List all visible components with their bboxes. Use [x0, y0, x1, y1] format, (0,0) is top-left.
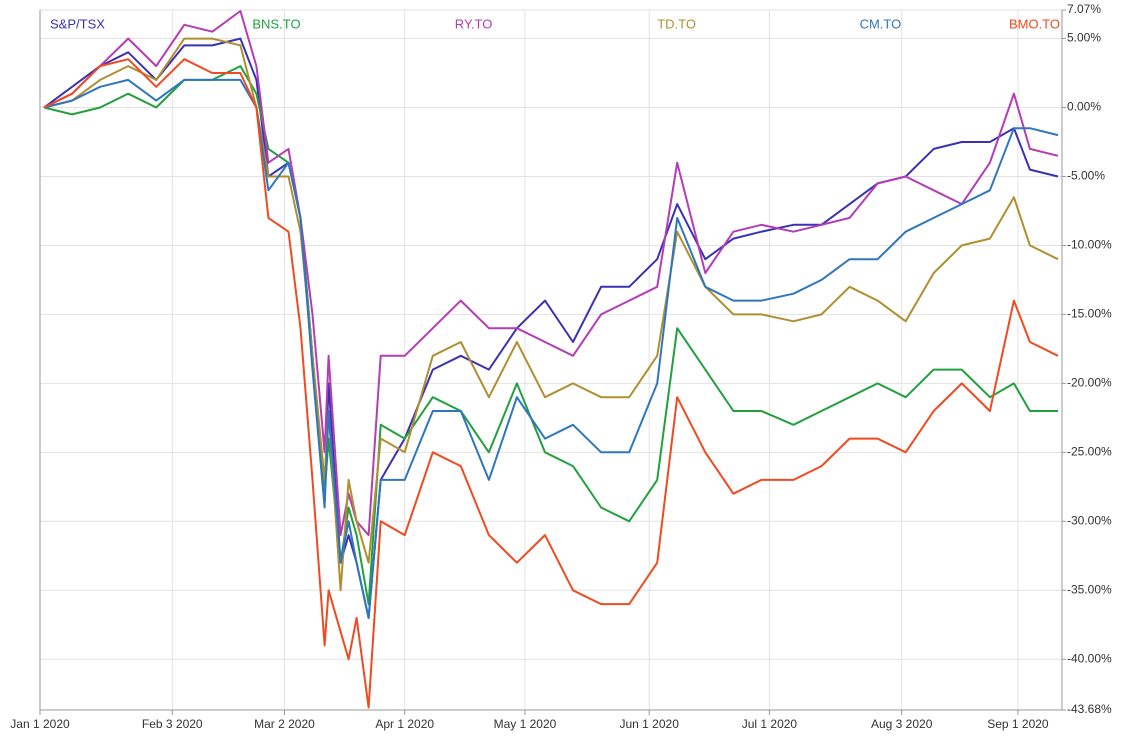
y-tick-label: -40.00%	[1067, 651, 1112, 665]
series-line	[43, 37, 1059, 592]
x-tick-label: Apr 1 2020	[375, 717, 434, 731]
y-tick-label: -15.00%	[1067, 307, 1112, 321]
y-tick-label: -10.00%	[1067, 238, 1112, 252]
x-tick-label: Jul 1 2020	[742, 717, 798, 731]
series-line	[43, 78, 1059, 619]
y-tick-label: -35.00%	[1067, 582, 1112, 596]
x-tick-label: May 1 2020	[494, 717, 557, 731]
legend-label: RY.TO	[455, 16, 493, 31]
series-line	[43, 37, 1059, 619]
legend-label: BNS.TO	[252, 16, 300, 31]
y-tick-label: -43.68%	[1067, 702, 1112, 716]
x-tick-label: Feb 3 2020	[142, 717, 203, 731]
plot-area	[40, 10, 1062, 710]
legend-label: TD.TO	[657, 16, 696, 31]
legend-label: BMO.TO	[1009, 16, 1060, 31]
x-tick-label: Sep 1 2020	[987, 717, 1049, 731]
y-tick-label: -25.00%	[1067, 445, 1112, 459]
y-tick-label: 0.00%	[1067, 100, 1101, 114]
y-tick-label: -30.00%	[1067, 513, 1112, 527]
y-tick-label: -20.00%	[1067, 376, 1112, 390]
y-tick-label: 5.00%	[1067, 31, 1101, 45]
legend-label: CM.TO	[860, 16, 902, 31]
series-line	[43, 10, 1059, 537]
legend-label: S&P/TSX	[50, 16, 105, 31]
y-tick-label: -5.00%	[1067, 169, 1105, 183]
y-tick-label: 7.07%	[1067, 2, 1101, 16]
x-tick-label: Aug 3 2020	[871, 717, 933, 731]
x-tick-label: Jan 1 2020	[10, 717, 70, 731]
series-line	[43, 58, 1059, 709]
x-tick-label: Jun 1 2020	[619, 717, 679, 731]
x-tick-label: Mar 2 2020	[254, 717, 315, 731]
